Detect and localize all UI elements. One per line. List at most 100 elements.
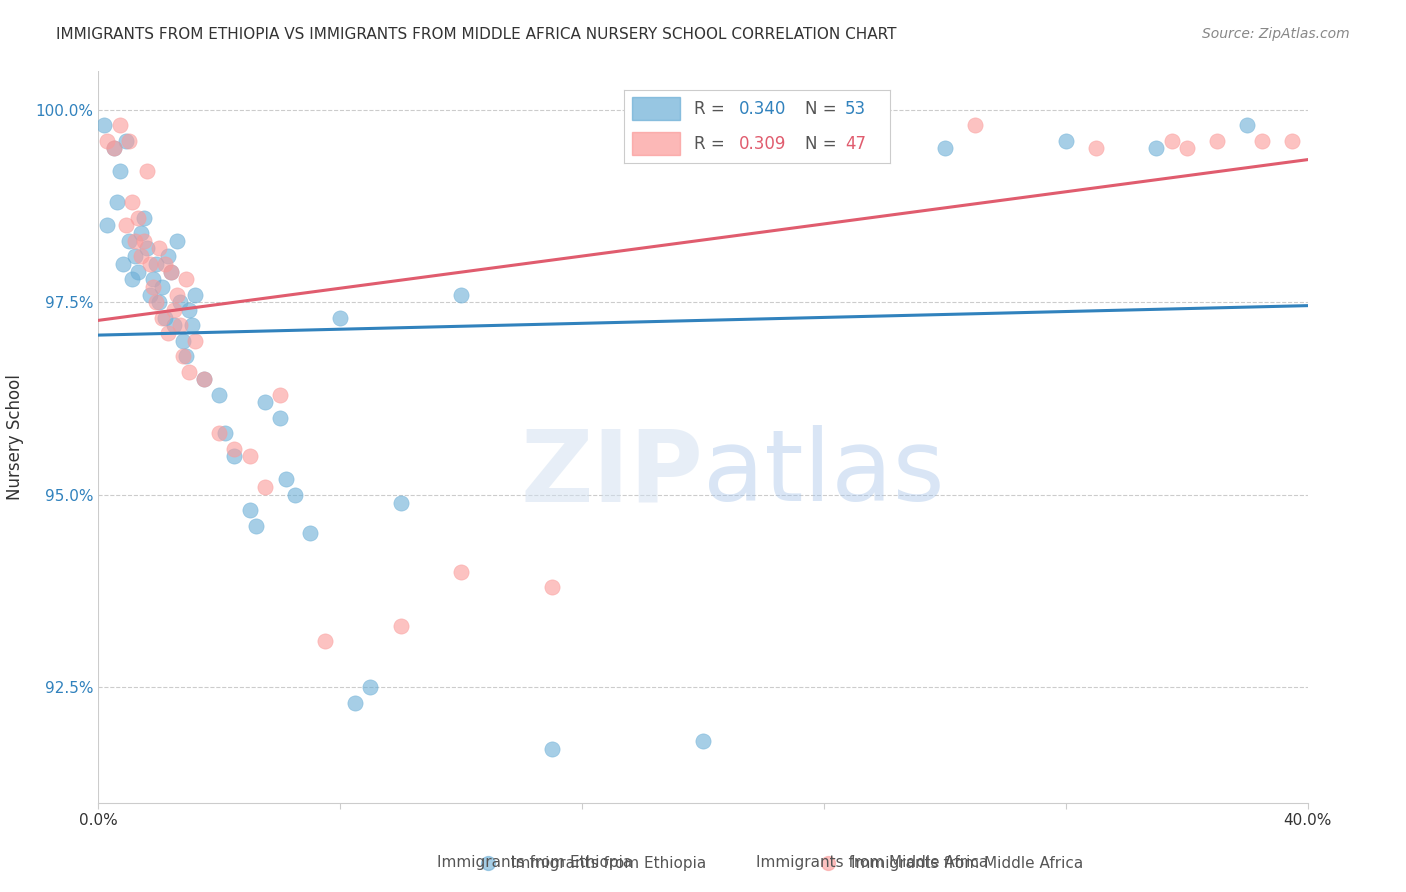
- Point: [269, 388, 291, 402]
- Point: [1236, 118, 1258, 132]
- Point: [692, 734, 714, 748]
- Text: Immigrants from Middle Africa: Immigrants from Middle Africa: [755, 855, 988, 870]
- Point: [121, 272, 143, 286]
- Point: [752, 118, 775, 132]
- Point: [389, 618, 412, 632]
- Point: [224, 442, 246, 456]
- Point: [153, 257, 176, 271]
- Point: [139, 257, 162, 271]
- Point: [174, 349, 197, 363]
- Point: [360, 681, 382, 695]
- Point: [129, 226, 152, 240]
- Point: [344, 696, 367, 710]
- Point: [1146, 141, 1168, 155]
- Point: [817, 856, 839, 871]
- Text: ZIP: ZIP: [520, 425, 703, 522]
- Point: [934, 141, 956, 155]
- Text: Immigrants from Middle Africa: Immigrants from Middle Africa: [852, 855, 1084, 871]
- Point: [329, 310, 352, 325]
- Point: [132, 211, 155, 225]
- Point: [148, 295, 170, 310]
- Point: [150, 310, 173, 325]
- Point: [169, 318, 191, 333]
- Point: [208, 388, 231, 402]
- Point: [193, 372, 215, 386]
- Point: [172, 334, 194, 348]
- Point: [179, 303, 201, 318]
- Point: [145, 295, 167, 310]
- Text: Immigrants from Ethiopia: Immigrants from Ethiopia: [437, 855, 631, 870]
- Point: [450, 287, 472, 301]
- Point: [181, 318, 204, 333]
- Point: [148, 242, 170, 256]
- Point: [844, 134, 866, 148]
- Point: [150, 280, 173, 294]
- Point: [127, 211, 149, 225]
- Point: [184, 334, 207, 348]
- Point: [208, 426, 231, 441]
- Point: [224, 450, 246, 464]
- Point: [540, 580, 562, 594]
- Point: [105, 195, 128, 210]
- Point: [1054, 134, 1077, 148]
- Point: [103, 141, 125, 155]
- Point: [156, 249, 179, 263]
- Point: [135, 242, 157, 256]
- Point: [139, 287, 162, 301]
- Point: [166, 287, 188, 301]
- Point: [965, 118, 987, 132]
- Point: [156, 326, 179, 340]
- Text: Source: ZipAtlas.com: Source: ZipAtlas.com: [1202, 27, 1350, 41]
- Point: [114, 219, 136, 233]
- Point: [299, 526, 322, 541]
- Point: [160, 264, 183, 278]
- Point: [121, 195, 143, 210]
- Point: [314, 634, 336, 648]
- Point: [108, 164, 131, 178]
- Point: [172, 349, 194, 363]
- Point: [124, 234, 146, 248]
- Point: [269, 410, 291, 425]
- Point: [1206, 134, 1229, 148]
- Point: [1175, 141, 1198, 155]
- Point: [245, 518, 267, 533]
- Point: [274, 472, 297, 486]
- Point: [184, 287, 207, 301]
- Point: [844, 118, 866, 132]
- Point: [114, 134, 136, 148]
- Point: [389, 495, 412, 509]
- Point: [163, 303, 186, 318]
- Point: [135, 164, 157, 178]
- Point: [160, 264, 183, 278]
- Point: [631, 134, 654, 148]
- Point: [163, 318, 186, 333]
- Point: [127, 264, 149, 278]
- Point: [174, 272, 197, 286]
- Text: IMMIGRANTS FROM ETHIOPIA VS IMMIGRANTS FROM MIDDLE AFRICA NURSERY SCHOOL CORRELA: IMMIGRANTS FROM ETHIOPIA VS IMMIGRANTS F…: [56, 27, 897, 42]
- Point: [96, 134, 118, 148]
- Point: [118, 134, 141, 148]
- Point: [450, 565, 472, 579]
- Point: [166, 234, 188, 248]
- Point: [93, 118, 115, 132]
- Point: [96, 219, 118, 233]
- Point: [239, 503, 262, 517]
- Point: [193, 372, 215, 386]
- Point: [132, 234, 155, 248]
- Point: [103, 141, 125, 155]
- Point: [153, 310, 176, 325]
- Point: [214, 426, 236, 441]
- Point: [477, 856, 499, 871]
- Point: [253, 480, 276, 494]
- Point: [169, 295, 191, 310]
- Point: [1085, 141, 1108, 155]
- Point: [540, 742, 562, 756]
- Point: [1251, 134, 1274, 148]
- Point: [284, 488, 307, 502]
- Point: [142, 272, 165, 286]
- Text: atlas: atlas: [703, 425, 945, 522]
- Y-axis label: Nursery School: Nursery School: [7, 374, 24, 500]
- Point: [108, 118, 131, 132]
- Point: [111, 257, 134, 271]
- Point: [692, 134, 714, 148]
